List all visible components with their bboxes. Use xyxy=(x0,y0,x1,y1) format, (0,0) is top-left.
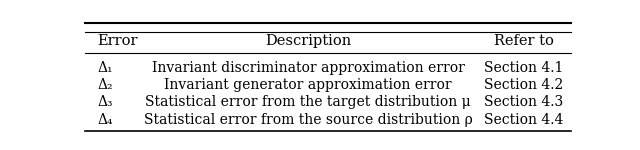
Text: Statistical error from the target distribution μ: Statistical error from the target distri… xyxy=(145,95,471,109)
Text: Invariant generator approximation error: Invariant generator approximation error xyxy=(164,78,452,92)
Text: Δ₂: Δ₂ xyxy=(97,78,113,92)
Text: Section 4.4: Section 4.4 xyxy=(484,113,564,127)
Text: Section 4.3: Section 4.3 xyxy=(484,95,564,109)
Text: Refer to: Refer to xyxy=(494,34,554,48)
Text: Δ₁: Δ₁ xyxy=(97,61,113,75)
Text: Δ₃: Δ₃ xyxy=(97,95,113,109)
Text: Description: Description xyxy=(265,34,351,48)
Text: Δ₄: Δ₄ xyxy=(97,113,113,127)
Text: Invariant discriminator approximation error: Invariant discriminator approximation er… xyxy=(152,61,465,75)
Text: Section 4.1: Section 4.1 xyxy=(484,61,564,75)
Text: Section 4.2: Section 4.2 xyxy=(484,78,564,92)
Text: Error: Error xyxy=(97,34,138,48)
Text: Statistical error from the source distribution ρ: Statistical error from the source distri… xyxy=(144,113,472,127)
